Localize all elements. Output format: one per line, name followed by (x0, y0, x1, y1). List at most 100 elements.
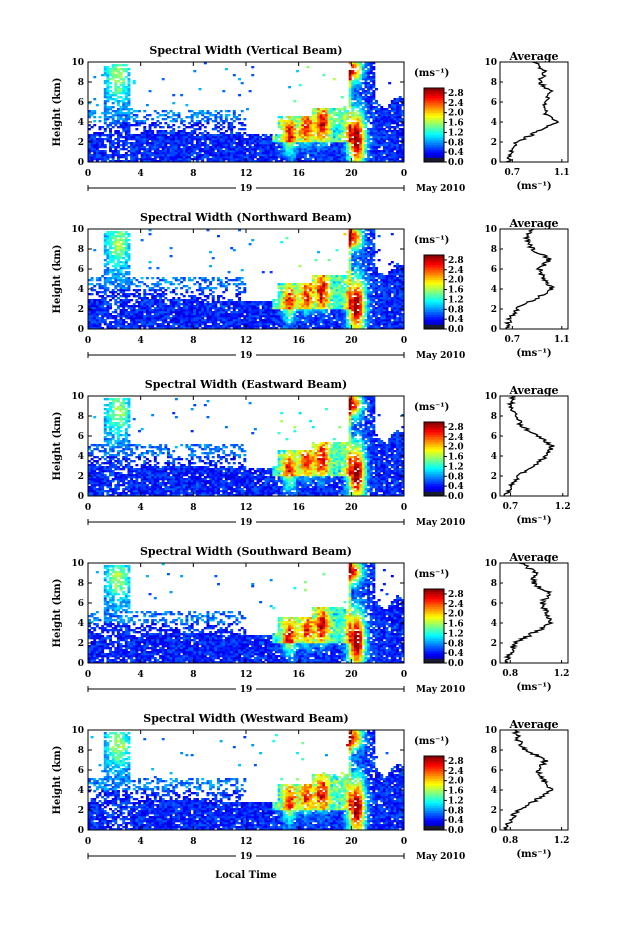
heatmap-cell (159, 114, 163, 117)
heatmap-cell (330, 307, 334, 310)
heatmap-cell (235, 289, 239, 292)
heatmap-cell (311, 307, 315, 310)
heatmap-cell (219, 134, 223, 137)
heatmap-cell (277, 299, 281, 302)
heatmap-cell (116, 96, 120, 99)
heatmap-cell (164, 321, 168, 324)
heatmap-cell (114, 148, 118, 151)
heatmap-cell (214, 160, 218, 163)
heatmap-cell (248, 307, 252, 310)
heatmap-cell (346, 116, 349, 119)
heatmap-cell (359, 118, 363, 121)
heatmap-cell (185, 140, 189, 143)
heatmap-cell (372, 146, 376, 149)
heatmap-cell (122, 146, 126, 149)
heatmap-cell (335, 319, 339, 322)
heatmap-cell (167, 142, 170, 145)
heatmap-cell (209, 265, 213, 268)
heatmap-cell (306, 319, 310, 322)
heatmap-cell (243, 327, 247, 330)
heatmap-cell (122, 319, 126, 322)
heatmap-cell (130, 116, 134, 119)
heatmap-cell (369, 110, 373, 113)
heatmap-cell (140, 134, 144, 137)
heatmap-cell (182, 323, 186, 326)
heatmap-cell (330, 122, 334, 125)
heatmap-cell (256, 134, 260, 137)
heatmap-cell (303, 305, 307, 308)
heatmap-cell (143, 122, 147, 125)
heatmap-cell (90, 158, 94, 161)
heatmap-cell (303, 134, 307, 137)
heatmap-cell (116, 146, 120, 149)
heatmap-cell (396, 104, 400, 107)
heatmap-cell (101, 132, 105, 135)
heatmap-cell (138, 327, 141, 330)
heatmap-cell (303, 311, 307, 314)
heatmap-cell (209, 307, 213, 310)
heatmap-cell (280, 148, 284, 151)
heatmap-cell (375, 152, 378, 155)
heatmap-cell (264, 325, 268, 328)
heatmap-cell (246, 142, 249, 145)
heatmap-cell (296, 301, 299, 304)
heatmap-cell (88, 116, 91, 119)
heatmap-cell (361, 96, 365, 99)
heatmap-cell (127, 122, 131, 125)
heatmap-cell (217, 134, 220, 137)
heatmap-cell (124, 144, 128, 147)
heatmap-cell (106, 66, 110, 69)
heatmap-cell (346, 152, 349, 155)
heatmap-cell (401, 158, 405, 161)
heatmap-cell (296, 285, 299, 288)
heatmap-cell (174, 311, 178, 314)
heatmap-cell (380, 110, 384, 113)
heatmap-cell (198, 303, 202, 306)
heatmap-cell (206, 303, 210, 306)
heatmap-cell (356, 128, 360, 131)
heatmap-cell (235, 132, 239, 135)
heatmap-cell (240, 144, 244, 147)
heatmap-cell (127, 128, 131, 131)
heatmap-cell (101, 327, 105, 330)
heatmap-cell (132, 160, 136, 163)
heatmap-cell (335, 156, 339, 159)
heatmap-cell (114, 279, 118, 282)
heatmap-cell (130, 148, 134, 151)
heatmap-cell (203, 148, 207, 151)
heatmap-cell (325, 130, 328, 133)
heatmap-cell (343, 148, 347, 151)
heatmap-cell (185, 323, 189, 326)
heatmap-cell (340, 120, 344, 123)
heatmap-cell (372, 116, 376, 119)
heatmap-cell (401, 124, 405, 127)
heatmap-cell (119, 108, 123, 111)
heatmap-cell (280, 134, 284, 137)
heatmap-cell (322, 327, 326, 330)
heatmap-cell (211, 305, 215, 308)
heatmap-cell (314, 287, 318, 290)
heatmap-cell (116, 273, 120, 276)
heatmap-cell (238, 140, 242, 143)
heatmap-cell (209, 136, 213, 139)
heatmap-cell (116, 122, 120, 125)
heatmap-cell (230, 154, 234, 157)
heatmap-cell (267, 146, 270, 149)
heatmap-cell (132, 295, 136, 298)
heatmap-cell (243, 323, 247, 326)
heatmap-cell (169, 313, 173, 316)
heatmap-cell (332, 124, 336, 127)
heatmap-cell (214, 287, 218, 290)
heatmap-cell (119, 315, 123, 318)
heatmap-cell (214, 327, 218, 330)
heatmap-cell (259, 136, 263, 139)
heatmap-cell (198, 317, 202, 320)
heatmap-cell (172, 114, 176, 117)
heatmap-cell (193, 112, 197, 115)
heatmap-cell (338, 112, 342, 115)
heatmap-cell (156, 277, 160, 280)
heatmap-cell (325, 327, 328, 330)
heatmap-cell (193, 277, 197, 280)
heatmap-cell (153, 148, 157, 151)
